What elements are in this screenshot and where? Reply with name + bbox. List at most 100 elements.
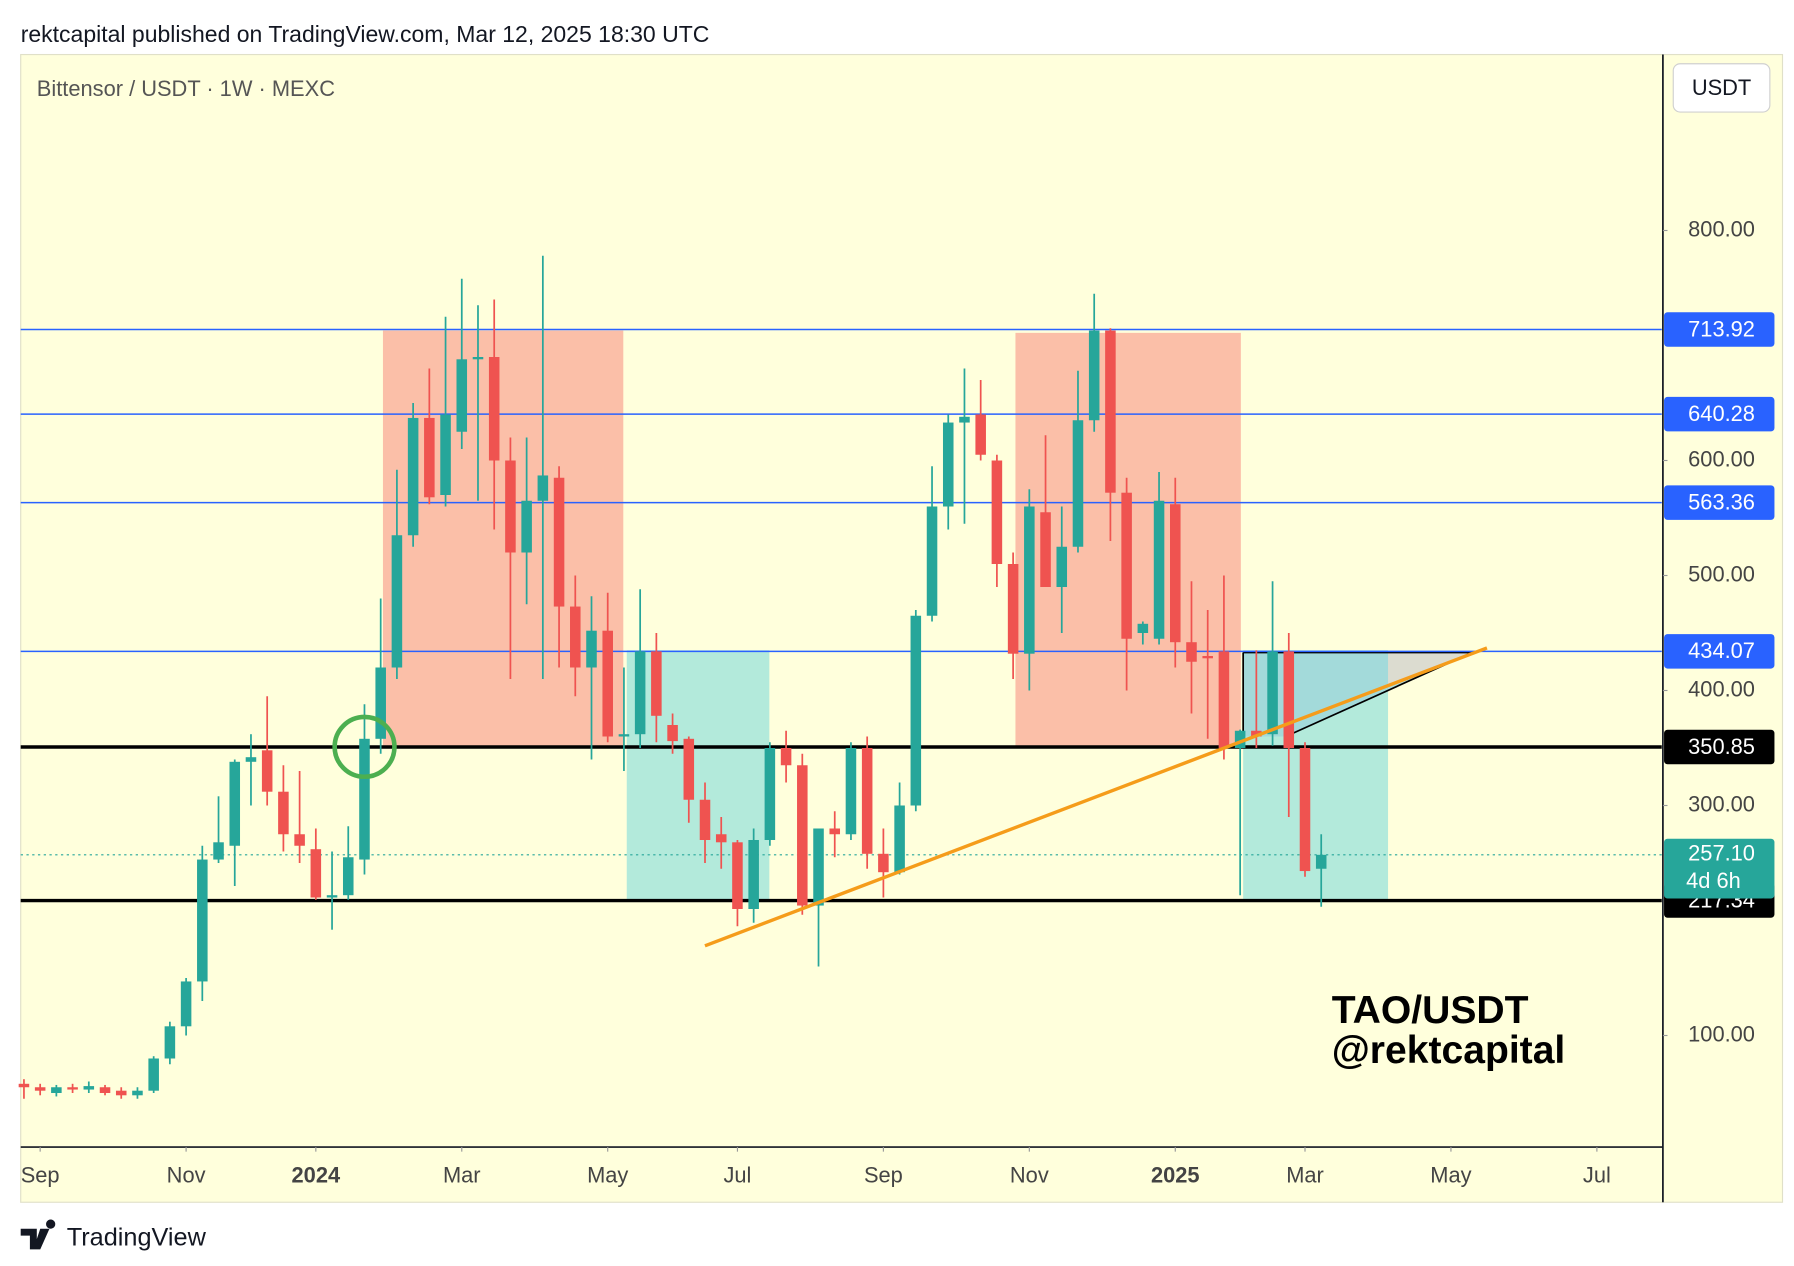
candle-body xyxy=(861,748,873,854)
candle-body xyxy=(1040,512,1051,587)
y-tick-label: 800.00 xyxy=(1688,216,1755,241)
candle-body xyxy=(1267,651,1278,735)
candle-body xyxy=(1234,730,1246,748)
level-label: 640.28 xyxy=(1688,401,1755,426)
candle-body xyxy=(229,761,241,846)
candle-body xyxy=(878,853,889,873)
candle-body xyxy=(570,606,581,668)
candle-body xyxy=(99,1087,111,1093)
candle-body xyxy=(391,535,403,668)
candle-body xyxy=(164,1026,176,1059)
candle-body xyxy=(1088,330,1100,421)
candle-body xyxy=(180,981,192,1027)
header: rektcapital published on TradingView.com… xyxy=(21,21,710,47)
x-tick-label: Nov xyxy=(1010,1163,1049,1188)
candle-body xyxy=(1153,500,1165,639)
level-label-box xyxy=(1664,485,1775,520)
levels xyxy=(20,328,1662,903)
candle-body xyxy=(634,651,646,735)
candle-body xyxy=(1186,642,1197,662)
y-tick-label: 300.00 xyxy=(1688,791,1755,816)
candle-body xyxy=(813,828,824,906)
y-tick-label: 100.00 xyxy=(1688,1021,1755,1046)
candle-body xyxy=(51,1087,62,1093)
candle-body xyxy=(553,477,565,607)
candle-body xyxy=(294,834,305,846)
level-label: 713.92 xyxy=(1688,316,1755,341)
candle-body xyxy=(34,1087,46,1091)
candle-body xyxy=(1105,330,1116,493)
candle-body xyxy=(602,630,613,737)
candle-body xyxy=(261,750,273,792)
candle-body xyxy=(715,834,727,843)
candle-body xyxy=(310,849,322,898)
candle-body xyxy=(797,765,808,906)
chart-title: Bittensor / USDT · 1W · MEXC xyxy=(37,76,335,101)
candle-body xyxy=(651,651,662,716)
y-tick-label: 400.00 xyxy=(1688,676,1755,701)
x-tick-label: Mar xyxy=(443,1163,481,1188)
currency-button[interactable] xyxy=(1672,63,1771,113)
countdown: 4d 6h xyxy=(1686,868,1741,893)
candle-body xyxy=(683,738,695,800)
candle-body xyxy=(67,1087,78,1090)
annotations xyxy=(332,646,1488,948)
watermark: @rektcapital xyxy=(1332,1029,1566,1072)
x-tick-label: 2025 xyxy=(1151,1163,1200,1188)
y-tick-label: 600.00 xyxy=(1688,446,1755,471)
x-tick-label: Jul xyxy=(723,1163,751,1188)
candle-body xyxy=(748,840,759,909)
level-label-box xyxy=(1664,396,1775,432)
brand: TradingView xyxy=(67,1224,207,1252)
candle-body xyxy=(926,506,938,616)
resistance-zone xyxy=(382,330,624,748)
candle-body xyxy=(942,422,954,507)
candle-body xyxy=(586,630,597,668)
candle-body xyxy=(213,842,224,860)
chart-background xyxy=(20,53,1784,1203)
candle-body xyxy=(115,1090,127,1096)
y-tick-label: 500.00 xyxy=(1688,561,1755,586)
last-price-label: 257.10 xyxy=(1688,841,1755,866)
candle-body xyxy=(1056,546,1068,587)
candle-body xyxy=(521,500,532,553)
candle-body xyxy=(1315,854,1327,869)
support-zone xyxy=(626,650,770,901)
candle-body xyxy=(537,475,549,501)
x-tick-label: Nov xyxy=(167,1163,206,1188)
candle-body xyxy=(342,857,354,896)
candle-body xyxy=(1072,420,1084,547)
candle-body xyxy=(359,738,370,860)
candle-body xyxy=(699,799,711,840)
candle-body xyxy=(959,416,970,423)
level-label: 350.85 xyxy=(1688,734,1755,759)
candle-body xyxy=(1283,651,1295,748)
x-tick-label: May xyxy=(587,1163,628,1188)
candle-body xyxy=(375,667,386,739)
candle-body xyxy=(326,895,338,898)
axes: 100.00 300.00 400.00 500.00 600.00 800.00 Sep N… xyxy=(21,216,1775,1188)
trendline xyxy=(704,646,1488,948)
candle-body xyxy=(83,1086,95,1090)
candle-body xyxy=(1121,492,1132,639)
candle-body xyxy=(456,359,468,432)
candle-body xyxy=(1251,730,1262,737)
level-label: 434.07 xyxy=(1688,638,1755,663)
candle-body xyxy=(1024,506,1035,654)
candle-body xyxy=(975,414,986,455)
candle-body xyxy=(488,357,500,461)
candle-body xyxy=(1007,564,1019,654)
last-price-box xyxy=(1664,838,1775,899)
candle-body xyxy=(1170,504,1181,643)
currency-label[interactable]: USDT xyxy=(1692,75,1751,100)
candle-body xyxy=(1202,656,1213,659)
candles xyxy=(18,255,1327,1099)
level-label-box xyxy=(1664,729,1775,765)
candle-body xyxy=(245,757,257,762)
candle-body xyxy=(894,805,905,873)
candle-body xyxy=(148,1058,159,1091)
level-label-box xyxy=(1664,312,1775,347)
candle-body xyxy=(1218,651,1230,748)
